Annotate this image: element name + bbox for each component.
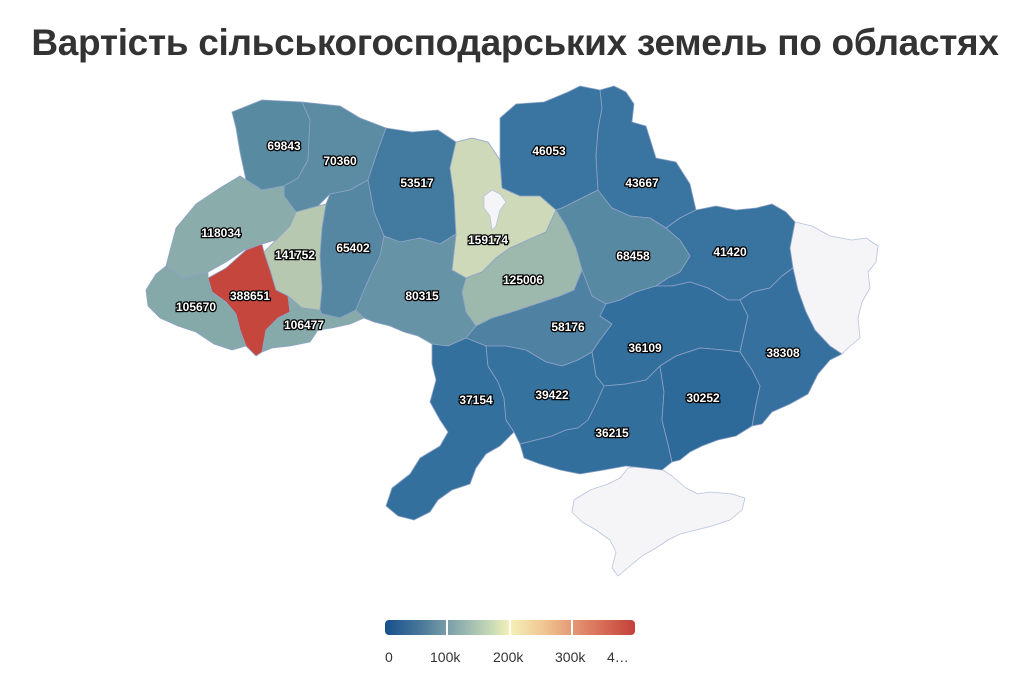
region-value-label: 30252 [686, 391, 720, 405]
region-value-label: 105670 [176, 300, 216, 314]
region-value-label: 159174 [468, 233, 508, 247]
region-zaporizhzhia[interactable] [659, 347, 761, 463]
legend-divider [446, 620, 448, 635]
region-no-data-kyiv-city[interactable] [483, 189, 507, 231]
region-value-label: 41420 [713, 245, 747, 259]
color-scale-bar [385, 620, 635, 635]
region-value-label: 58176 [551, 320, 585, 334]
legend-tick: 200k [493, 649, 524, 665]
region-value-label: 388651 [230, 289, 270, 303]
region-no-data-crimea[interactable] [571, 465, 746, 577]
region-value-label: 43667 [625, 176, 659, 190]
region-lviv[interactable] [165, 175, 297, 279]
legend-tick: 0 [385, 649, 393, 665]
region-value-label: 141752 [275, 248, 315, 262]
region-value-label: 118034 [201, 226, 241, 240]
region-value-label: 38308 [766, 346, 800, 360]
chart-title: Вартість сільськогосподарських земель по… [31, 22, 999, 63]
legend-tick: 4… [607, 649, 629, 665]
legend-divider [571, 620, 573, 635]
legend-tick: 100k [430, 649, 461, 665]
region-value-label: 125006 [503, 273, 543, 287]
region-value-label: 69843 [267, 139, 301, 153]
region-value-label: 65402 [336, 241, 370, 255]
region-value-label: 106477 [284, 318, 324, 332]
region-kherson[interactable] [519, 365, 673, 475]
region-chernivtsi[interactable] [261, 295, 365, 353]
color-scale-legend: 0 100k 200k 300k 4… [385, 620, 635, 669]
region-value-label: 80315 [405, 289, 439, 303]
region-zakarpattia[interactable] [145, 265, 247, 351]
legend-divider [509, 620, 511, 635]
region-value-label: 46053 [532, 144, 566, 158]
legend-tick: 300k [555, 649, 586, 665]
region-value-label: 68458 [616, 249, 650, 263]
region-value-label: 37154 [459, 393, 493, 407]
region-value-label: 70360 [323, 154, 357, 168]
region-value-label: 36109 [628, 341, 662, 355]
region-value-label: 39422 [535, 388, 569, 402]
region-rivne[interactable] [283, 101, 387, 213]
region-value-label: 53517 [400, 176, 434, 190]
region-value-label: 36215 [595, 426, 629, 440]
